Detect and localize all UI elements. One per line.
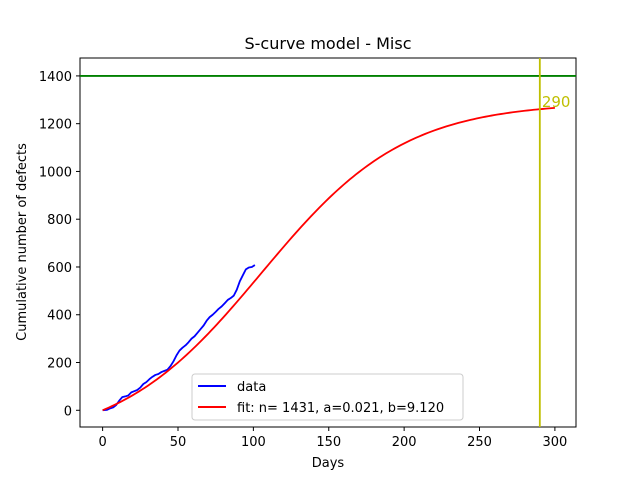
y-tick-label: 200 xyxy=(47,357,72,372)
legend: data fit: n= 1431, a=0.021, b=9.120 xyxy=(191,373,464,421)
x-axis-label: Days xyxy=(312,456,345,471)
x-tick-label: 300 xyxy=(542,435,567,450)
x-tick-label: 0 xyxy=(98,435,106,450)
vline-annotation-label: 290 xyxy=(542,93,571,111)
axes-frame xyxy=(79,57,577,428)
x-tick-label: 100 xyxy=(241,435,266,450)
x-tick-label: 250 xyxy=(467,435,492,450)
y-tick-label: 600 xyxy=(47,261,72,276)
fit-series-line xyxy=(102,107,555,412)
legend-data-label: data xyxy=(237,380,266,395)
x-tick-label: 150 xyxy=(316,435,341,450)
y-tick-label: 0 xyxy=(64,404,72,419)
x-axis-ticks: 0 50 100 150 200 250 300 xyxy=(98,427,567,450)
data-series-line xyxy=(102,264,256,412)
plot-area xyxy=(79,57,577,428)
chart-title: S-curve model - Misc xyxy=(245,34,412,53)
y-tick-label: 1200 xyxy=(39,118,72,133)
y-axis-ticks: 0 200 400 600 800 1000 1200 1400 xyxy=(39,70,80,419)
y-tick-label: 1000 xyxy=(39,165,72,180)
legend-fit-label: fit: n= 1431, a=0.021, b=9.120 xyxy=(237,401,444,416)
y-tick-label: 800 xyxy=(47,213,72,228)
y-tick-label: 1400 xyxy=(39,70,72,85)
series-layer xyxy=(80,58,576,427)
legend-box xyxy=(191,373,464,421)
x-tick-label: 200 xyxy=(392,435,417,450)
y-tick-label: 400 xyxy=(47,309,72,324)
x-tick-label: 50 xyxy=(170,435,187,450)
y-axis-label: Cumulative number of defects xyxy=(15,143,30,341)
